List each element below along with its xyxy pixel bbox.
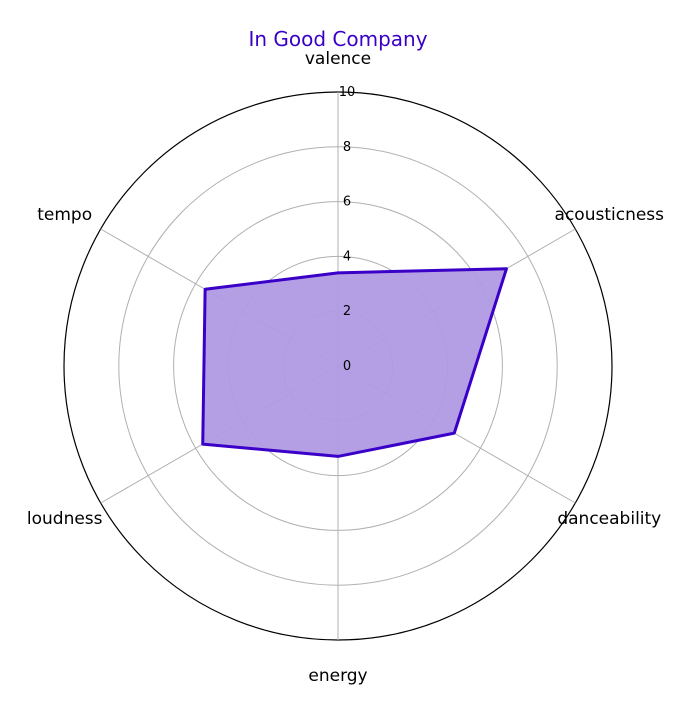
axis-label-tempo: tempo xyxy=(37,205,92,225)
series-area xyxy=(201,267,508,458)
series-layer xyxy=(201,267,508,458)
chart-title: In Good Company xyxy=(248,27,427,51)
axis-label-valence: valence xyxy=(305,49,371,69)
axis-label-loudness: loudness xyxy=(27,509,103,529)
axis-label-acousticness: acousticness xyxy=(555,205,665,225)
radial-ticks: 0 2 4 6 8 10 xyxy=(339,85,356,374)
axis-label-energy: energy xyxy=(308,666,367,686)
tick-label: 4 xyxy=(343,249,351,264)
tick-label: 8 xyxy=(343,140,351,155)
category-labels: valence acousticness danceability energy lou… xyxy=(27,49,664,686)
tick-label: 0 xyxy=(343,359,351,374)
axis-label-danceability: danceability xyxy=(557,509,661,529)
tick-label: 2 xyxy=(343,304,351,319)
tick-label: 10 xyxy=(339,85,356,100)
tick-label: 6 xyxy=(343,195,351,210)
